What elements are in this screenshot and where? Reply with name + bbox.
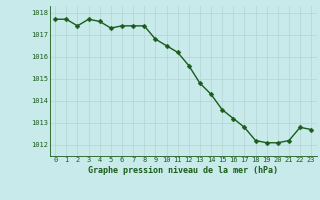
X-axis label: Graphe pression niveau de la mer (hPa): Graphe pression niveau de la mer (hPa): [88, 166, 278, 175]
